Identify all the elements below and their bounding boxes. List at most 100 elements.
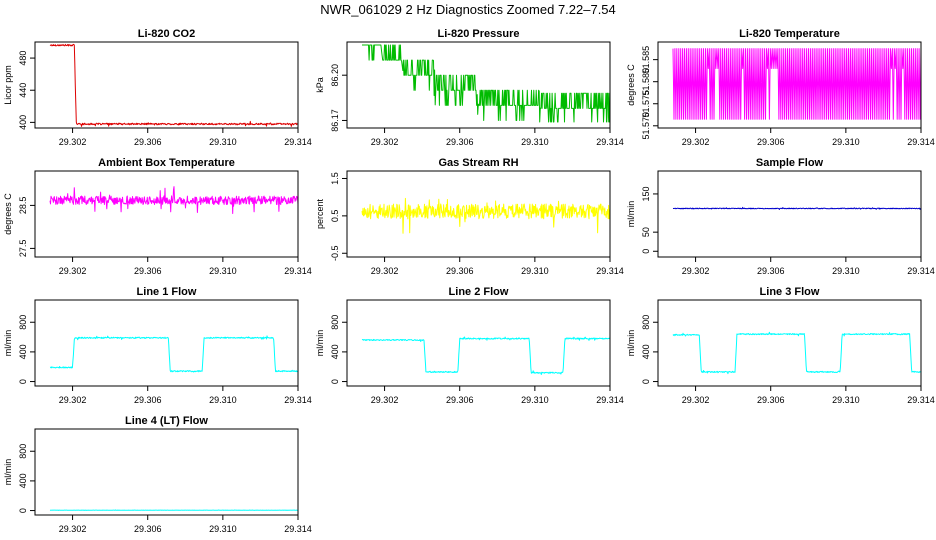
x-tick-label: 29.310 (209, 524, 237, 534)
y-axis-label: ml/min (315, 330, 325, 357)
x-tick-label: 29.310 (832, 137, 860, 147)
y-tick-label: 400 (18, 473, 28, 488)
plot-frame (34, 428, 299, 516)
y-tick-label: 440 (18, 83, 28, 98)
y-tick-label: 0 (641, 249, 651, 254)
plot-frame (657, 41, 922, 129)
x-tick-label: 29.314 (907, 395, 935, 405)
chart-panel: Line 2 Flow ml/min 29.302 29.306 29.310 29.31… (315, 286, 624, 405)
plot-frame (346, 299, 611, 387)
chart-panel: Line 3 Flow ml/min 29.302 29.306 29.310 29.31… (626, 286, 935, 405)
y-tick-label: 86.20 (330, 64, 340, 87)
x-tick-label: 29.314 (596, 395, 624, 405)
x-tick-label: 29.302 (59, 524, 87, 534)
y-tick-label: 800 (18, 315, 28, 330)
x-tick-label: 29.306 (757, 137, 785, 147)
y-axis-label: ml/min (3, 330, 13, 357)
plot-frame (657, 299, 922, 387)
y-tick-label: 1.5 (330, 172, 340, 185)
chart-title: Gas Stream RH (438, 157, 518, 169)
y-tick-label: 480 (18, 51, 28, 66)
series-line (49, 186, 299, 214)
chart-panel: Line 4 (LT) Flow ml/min 29.302 29.306 29.310… (3, 415, 312, 534)
y-tick-label: 51.580 (641, 68, 651, 96)
x-tick-label: 29.306 (134, 395, 162, 405)
series-line (362, 44, 611, 123)
chart-panel: Li-820 Pressure kPa 29.302 29.306 29.310 29.3… (315, 28, 624, 147)
y-axis-label: ml/min (626, 330, 636, 357)
y-tick-label: 27.5 (18, 240, 28, 258)
plot-frame (346, 170, 611, 258)
chart-title: Li-820 Pressure (438, 28, 520, 40)
x-tick-label: 29.302 (59, 137, 87, 147)
x-tick-label: 29.302 (371, 137, 399, 147)
series-line (672, 48, 922, 120)
x-tick-label: 29.302 (371, 266, 399, 276)
y-tick-label: 51.575 (641, 90, 651, 118)
chart-title: Sample Flow (756, 157, 824, 169)
chart-title: Line 2 Flow (449, 286, 509, 298)
y-axis-label: ml/min (3, 459, 13, 486)
x-tick-label: 29.302 (59, 266, 87, 276)
y-tick-label: 0.5 (330, 210, 340, 223)
x-tick-label: 29.314 (596, 137, 624, 147)
y-tick-label: 800 (18, 444, 28, 459)
x-tick-label: 29.310 (521, 266, 549, 276)
x-tick-label: 29.302 (371, 395, 399, 405)
chart-title: Line 3 Flow (760, 286, 820, 298)
y-tick-label: 0 (330, 379, 340, 384)
series-line (672, 331, 922, 375)
chart-title: Li-820 Temperature (739, 28, 840, 40)
y-tick-label: 0 (641, 379, 651, 384)
y-axis-label: percent (315, 198, 325, 229)
y-tick-label: 150 (641, 186, 651, 201)
x-tick-label: 29.306 (757, 395, 785, 405)
y-axis-label: kPa (315, 77, 325, 93)
y-tick-label: 800 (641, 315, 651, 330)
chart-panel: Li-820 Temperature degrees C 29.302 29.306 2… (626, 28, 935, 147)
y-tick-label: 400 (330, 344, 340, 359)
x-tick-label: 29.310 (209, 137, 237, 147)
y-tick-label: 28.5 (18, 197, 28, 215)
x-tick-label: 29.314 (907, 266, 935, 276)
x-tick-label: 29.314 (284, 137, 312, 147)
y-tick-label: -0.5 (330, 246, 340, 262)
series-line (672, 206, 922, 210)
x-tick-label: 29.314 (596, 266, 624, 276)
y-tick-label: 51.585 (641, 46, 651, 74)
series-line (49, 335, 299, 373)
x-tick-label: 29.310 (832, 395, 860, 405)
page-title: NWR_061029 2 Hz Diagnostics Zoomed 7.22–… (320, 2, 616, 17)
series-line (361, 336, 611, 375)
plot-frame (34, 299, 299, 387)
chart-title: Line 4 (LT) Flow (125, 415, 208, 427)
plot-frame (34, 41, 299, 129)
y-axis-label: degrees C (626, 64, 636, 106)
x-tick-label: 29.306 (134, 266, 162, 276)
x-tick-label: 29.314 (284, 395, 312, 405)
x-tick-label: 29.310 (209, 395, 237, 405)
x-tick-label: 29.314 (284, 266, 312, 276)
x-tick-label: 29.306 (446, 137, 474, 147)
y-tick-label: 800 (330, 315, 340, 330)
y-tick-label: 51.570 (641, 112, 651, 140)
chart-panel: Ambient Box Temperature degrees C 29.302 29… (3, 157, 312, 276)
x-tick-label: 29.302 (682, 137, 710, 147)
chart-panel: Line 1 Flow ml/min 29.302 29.306 29.310 29.31… (3, 286, 312, 405)
series-line (361, 197, 611, 234)
y-tick-label: 400 (641, 344, 651, 359)
y-tick-label: 400 (18, 115, 28, 130)
x-tick-label: 29.306 (446, 266, 474, 276)
chart-panel: Li-820 CO2 Licor ppm 29.302 29.306 29.310 29.… (3, 28, 312, 147)
plot-frame (34, 170, 299, 258)
x-tick-label: 29.306 (757, 266, 785, 276)
chart-title: Li-820 CO2 (138, 28, 195, 40)
y-tick-label: 0 (18, 379, 28, 384)
series-line (49, 43, 299, 127)
x-tick-label: 29.306 (134, 137, 162, 147)
chart-panel: Sample Flow ml/min 29.302 29.306 29.310 29.31… (626, 157, 935, 276)
x-tick-label: 29.306 (446, 395, 474, 405)
x-tick-label: 29.310 (521, 395, 549, 405)
series-line (49, 509, 298, 511)
